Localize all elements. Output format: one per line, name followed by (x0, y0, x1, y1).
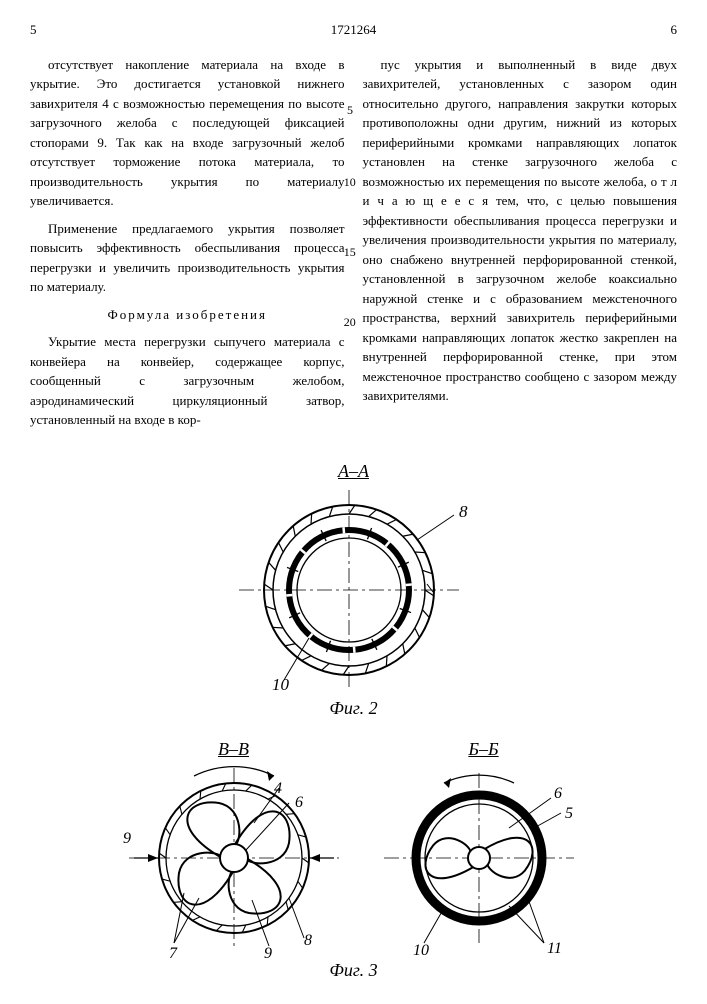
fig3r-10: 10 (413, 942, 429, 959)
fig3l-6: 6 (295, 794, 303, 811)
line-num-20: 20 (344, 313, 356, 331)
figure-2-svg: 8 10 (224, 485, 484, 695)
figure-2-block: А–А (30, 458, 677, 722)
para-l3: Укрытие места перегрузки сыпучего матери… (30, 332, 345, 430)
para-l2: Применение предлагаемого укрытия позволя… (30, 219, 345, 297)
formula-title: Формула изобретения (30, 305, 345, 325)
page-num-right: 6 (671, 20, 678, 40)
fig3l-9a: 9 (123, 830, 131, 847)
figures-area: А–А (30, 458, 677, 984)
page-num-left: 5 (30, 20, 37, 40)
para-l1: отсутствует накопление материала на вход… (30, 55, 345, 211)
doc-number: 1721264 (331, 20, 377, 40)
fig3-left-label: В–В (119, 736, 349, 763)
fig3r-5: 5 (565, 805, 573, 822)
line-num-15: 15 (344, 243, 356, 261)
text-columns: 5 10 15 20 отсутствует накопление матери… (30, 55, 677, 438)
fig3l-7: 7 (169, 945, 178, 962)
column-left: отсутствует накопление материала на вход… (30, 55, 345, 438)
fig2-label-10: 10 (272, 675, 290, 694)
page-header: 5 1721264 6 (30, 20, 677, 40)
line-num-10: 10 (344, 173, 356, 191)
fig3l-4: 4 (274, 780, 282, 797)
figure-3-right: Б–Б (379, 736, 589, 963)
figure-3-row: В–В (30, 736, 677, 963)
column-right: пус укрытия и выполненный в виде двух за… (363, 55, 678, 438)
figure-3-left: В–В (119, 736, 349, 963)
para-r1: пус укрытия и выполненный в виде двух за… (363, 55, 678, 406)
fig3r-6: 6 (554, 785, 562, 802)
fig3-right-label: Б–Б (379, 736, 589, 763)
fig3r-11: 11 (547, 940, 562, 957)
fig2-label-8: 8 (459, 502, 468, 521)
fig3l-9b: 9 (264, 945, 272, 962)
fig2-section-label: А–А (30, 458, 677, 485)
figure-3-right-svg: 6 5 10 11 (379, 763, 589, 963)
fig2-caption: Фиг. 2 (30, 695, 677, 722)
line-num-5: 5 (347, 101, 353, 119)
fig3l-8: 8 (304, 932, 312, 949)
figure-3-left-svg: 9 4 6 7 9 8 (119, 763, 349, 963)
